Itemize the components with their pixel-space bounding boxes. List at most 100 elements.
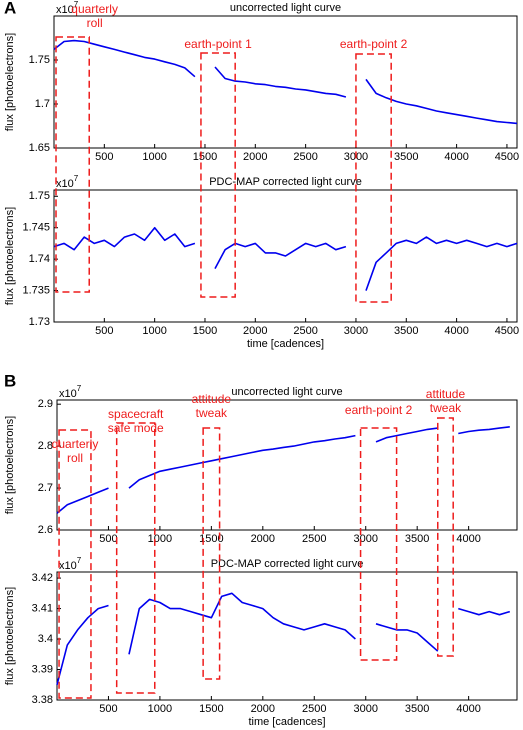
x-tick-label: 3500 xyxy=(405,533,429,545)
chart-title: uncorrected light curve xyxy=(230,2,341,14)
annotation-label: tweak xyxy=(430,401,462,415)
y-tick-label: 1.75 xyxy=(29,54,50,66)
y-tick-label: 1.74 xyxy=(29,253,50,265)
y-tick-label: 2.9 xyxy=(38,398,53,410)
annotation-label: earth-point 2 xyxy=(340,37,408,51)
y-tick-label: 1.745 xyxy=(22,222,50,234)
y-multiplier: x107 xyxy=(56,174,79,190)
y-tick-label: 1.65 xyxy=(29,142,50,154)
annotation-label: tweak xyxy=(196,406,228,420)
x-tick-label: 500 xyxy=(99,533,117,545)
y-tick-label: 3.38 xyxy=(32,694,53,706)
light-curve xyxy=(56,592,511,686)
x-tick-label: 1500 xyxy=(199,703,223,715)
panel-label: A xyxy=(4,0,16,17)
annotation-label: quarterly xyxy=(71,2,118,16)
x-tick-label: 1500 xyxy=(199,533,223,545)
y-multiplier: x107 xyxy=(59,384,82,400)
annotation-label: attitude xyxy=(426,387,466,401)
annotation-box xyxy=(437,417,454,657)
annotation-box xyxy=(200,52,236,298)
y-tick-label: 1.73 xyxy=(29,316,50,328)
x-tick-label: 4500 xyxy=(495,325,519,337)
x-tick-label: 4000 xyxy=(456,703,480,715)
y-tick-label: 3.41 xyxy=(32,602,53,614)
annotation-box xyxy=(359,427,398,661)
annotation-box xyxy=(58,429,92,699)
y-tick-label: 2.7 xyxy=(38,482,53,494)
annotation-box xyxy=(55,36,90,293)
x-tick-label: 500 xyxy=(99,703,117,715)
x-tick-label: 3500 xyxy=(394,151,418,163)
x-tick-label: 3000 xyxy=(353,703,377,715)
annotation-label: attitude xyxy=(192,392,232,406)
x-axis-label: time [cadences] xyxy=(248,716,325,728)
y-tick-label: 1.75 xyxy=(29,190,50,202)
multiplier-exponent: 7 xyxy=(74,174,79,183)
chart-title: PDC-MAP corrected light curve xyxy=(211,558,364,570)
multiplier-base: x10 xyxy=(59,388,77,400)
plot-area xyxy=(53,15,518,149)
chart-title: uncorrected light curve xyxy=(231,386,342,398)
multiplier-base: x10 xyxy=(59,560,77,572)
multiplier-exponent: 7 xyxy=(77,384,82,393)
y-multiplier: x107 xyxy=(56,0,79,16)
x-tick-label: 500 xyxy=(95,151,113,163)
annotation-label: roll xyxy=(87,16,103,30)
x-tick-label: 2000 xyxy=(251,703,275,715)
y-tick-label: 2.8 xyxy=(38,440,53,452)
annotation-label: earth-point 1 xyxy=(184,37,252,51)
x-tick-label: 1500 xyxy=(193,325,217,337)
x-tick-label: 3000 xyxy=(344,325,368,337)
y-axis-label: flux [photoelectrons] xyxy=(4,33,16,131)
y-axis-label: flux [photoelectrons] xyxy=(4,416,16,514)
y-axis-label: flux [photoelectrons] xyxy=(4,587,16,685)
x-tick-label: 3500 xyxy=(405,703,429,715)
y-tick-label: 1.735 xyxy=(22,284,50,296)
multiplier-exponent: 7 xyxy=(77,556,82,565)
y-tick-label: 3.4 xyxy=(38,633,53,645)
x-tick-label: 2000 xyxy=(251,533,275,545)
annotation-label: safe mode xyxy=(108,421,164,435)
x-tick-label: 4000 xyxy=(444,151,468,163)
x-tick-label: 1000 xyxy=(148,533,172,545)
annotation-box xyxy=(202,427,221,680)
plot-area xyxy=(56,571,518,701)
annotation-label: spacecraft xyxy=(108,407,164,421)
multiplier-base: x10 xyxy=(56,4,74,16)
x-tick-label: 500 xyxy=(95,325,113,337)
x-tick-label: 1000 xyxy=(142,325,166,337)
x-tick-label: 1000 xyxy=(148,703,172,715)
x-tick-label: 3500 xyxy=(394,325,418,337)
multiplier-exponent: 7 xyxy=(74,0,79,9)
light-curve xyxy=(56,426,510,514)
annotation-box xyxy=(355,53,392,303)
annotation-label: quarterly xyxy=(52,437,99,451)
x-tick-label: 1500 xyxy=(193,151,217,163)
x-tick-label: 3000 xyxy=(353,533,377,545)
plot-area xyxy=(56,399,518,531)
x-axis-label: time [cadences] xyxy=(247,338,324,350)
x-tick-label: 2500 xyxy=(293,325,317,337)
plot-area xyxy=(53,189,518,323)
light-curve xyxy=(53,226,518,291)
y-axis-label: flux [photoelectrons] xyxy=(4,207,16,305)
annotation-label: roll xyxy=(67,451,83,465)
y-tick-label: 1.7 xyxy=(35,98,50,110)
light-curve xyxy=(53,39,518,125)
x-tick-label: 4500 xyxy=(495,151,519,163)
x-tick-label: 2000 xyxy=(243,325,267,337)
x-tick-label: 1000 xyxy=(142,151,166,163)
chart-title: PDC-MAP corrected light curve xyxy=(209,176,362,188)
annotation-label: earth-point 2 xyxy=(345,403,413,417)
multiplier-base: x10 xyxy=(56,178,74,190)
x-tick-label: 2500 xyxy=(302,533,326,545)
x-tick-label: 4000 xyxy=(444,325,468,337)
y-tick-label: 3.39 xyxy=(32,663,53,675)
y-tick-label: 3.42 xyxy=(32,572,53,584)
x-tick-label: 2000 xyxy=(243,151,267,163)
annotation-box xyxy=(115,422,156,694)
panel-label: B xyxy=(4,371,16,390)
y-multiplier: x107 xyxy=(59,556,82,572)
